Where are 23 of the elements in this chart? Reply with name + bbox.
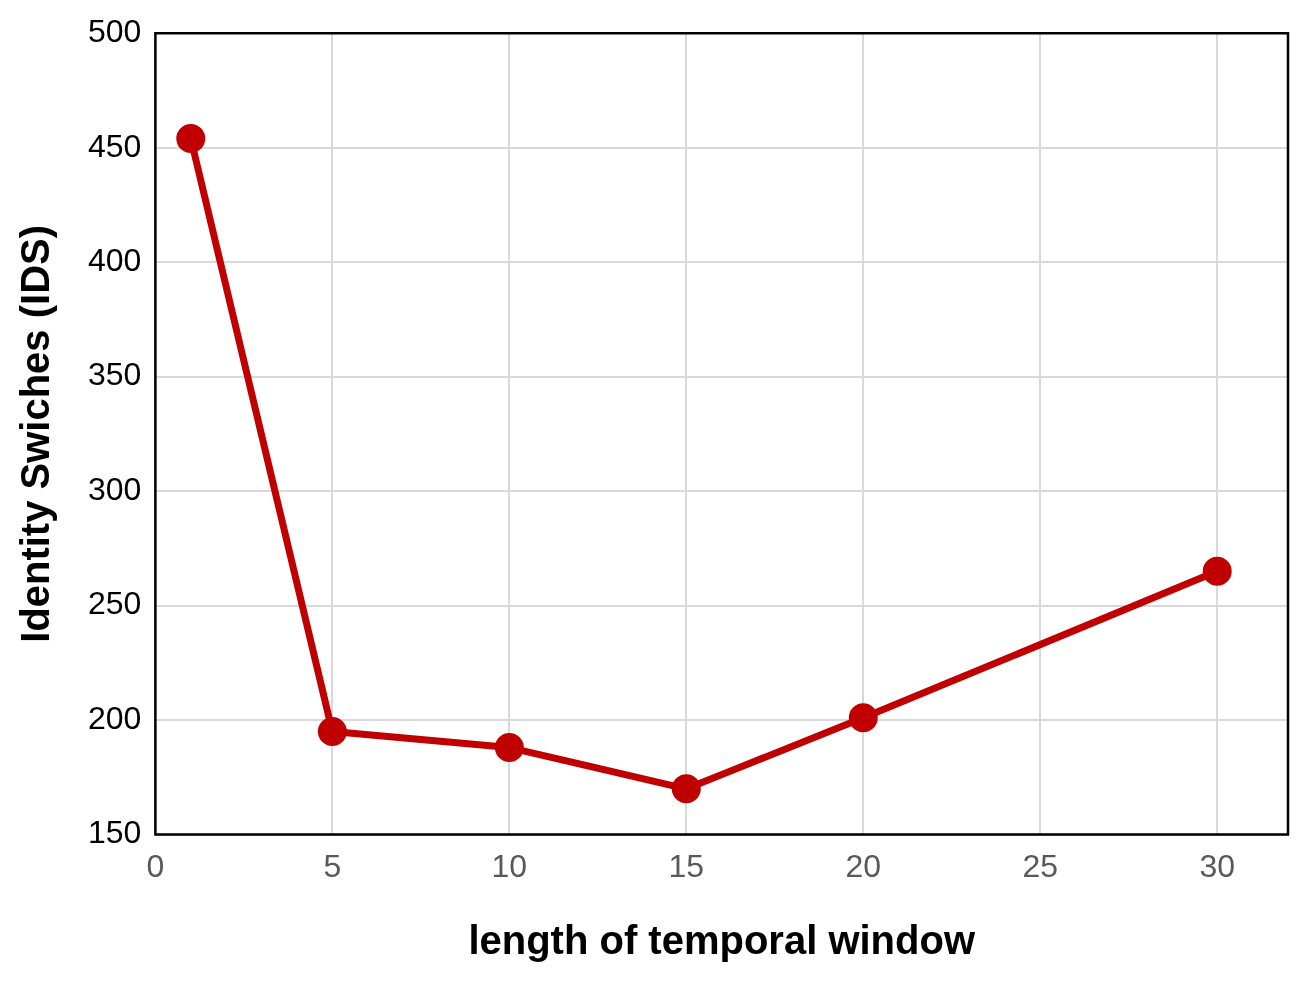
y-tick-label: 350 <box>88 356 142 393</box>
point <box>671 774 701 804</box>
x-tick-label: 0 <box>146 847 165 884</box>
point <box>1202 556 1232 586</box>
x-tick-label: 10 <box>491 847 528 884</box>
y-tick-label: 150 <box>88 814 142 851</box>
y-tick-label: 450 <box>88 127 142 164</box>
x-tick-label: 25 <box>1022 847 1059 884</box>
y-tick-label: 500 <box>88 13 142 50</box>
x-axis-title: length of temporal window <box>468 918 976 963</box>
x-tick-label: 5 <box>323 847 342 884</box>
point <box>317 717 347 747</box>
y-tick-label: 250 <box>88 585 142 622</box>
y-tick-label: 400 <box>88 242 142 278</box>
x-tick-label: 30 <box>1199 847 1236 884</box>
x-tick-label: 15 <box>668 847 705 884</box>
y-axis-title: Identity Swiches (IDS) <box>13 224 58 643</box>
y-tick-label: 200 <box>88 699 142 736</box>
point <box>494 733 524 763</box>
y-tick-label: 300 <box>88 470 142 507</box>
point <box>176 124 206 154</box>
point <box>848 703 878 733</box>
x-tick-label: 20 <box>845 847 882 884</box>
